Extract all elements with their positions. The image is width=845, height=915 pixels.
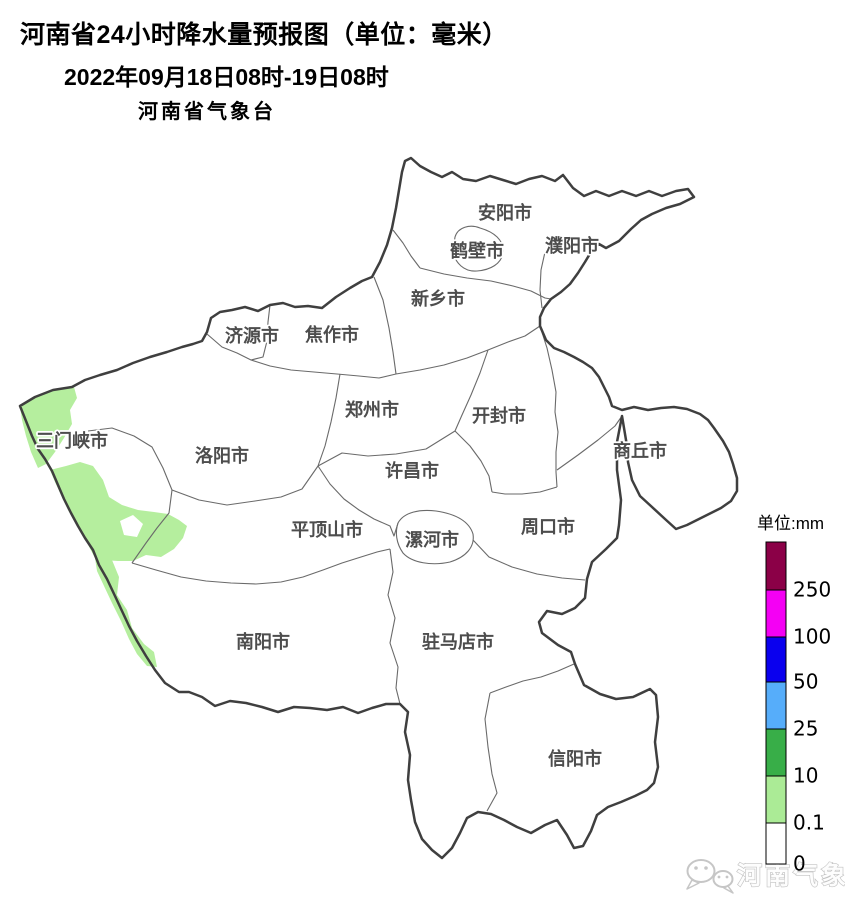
legend-threshold-label: 25 (793, 717, 818, 741)
city-border (395, 509, 474, 565)
city-label-新乡市: 新乡市 (411, 288, 465, 309)
watermark: 河南气象 (686, 859, 845, 894)
legend-swatch-100 (765, 589, 787, 638)
city-label-郑州市: 郑州市 (345, 399, 399, 420)
city-label-漯河市: 漯河市 (405, 529, 459, 550)
watermark-text: 河南气象 (737, 861, 845, 890)
city-label-安阳市: 安阳市 (478, 202, 532, 223)
city-border (472, 539, 586, 581)
city-border (373, 276, 397, 375)
legend-swatch-0.1 (765, 775, 787, 824)
legend-swatch-10 (765, 728, 787, 777)
forecast-period: 2022年09月18日08时-19日08时 (64, 64, 389, 90)
city-border (395, 325, 541, 375)
city-border (392, 229, 421, 269)
legend-swatch-25 (765, 681, 787, 730)
city-border (539, 251, 546, 309)
city-border (250, 359, 397, 379)
wechat-icon (686, 859, 734, 894)
legend-threshold-label: 50 (793, 670, 818, 694)
legend-threshold-label: 100 (793, 625, 831, 649)
city-border (87, 427, 173, 564)
page-title: 河南省24小时降水量预报图（单位：毫米） (20, 21, 508, 49)
city-border (539, 325, 559, 488)
city-border (489, 663, 575, 694)
city-border (556, 415, 623, 471)
city-label-周口市: 周口市 (521, 516, 575, 537)
city-label-焦作市: 焦作市 (304, 324, 359, 345)
city-label-南阳市: 南阳市 (236, 631, 290, 652)
legend-swatch-50 (765, 636, 787, 683)
city-border (317, 373, 341, 467)
city-border (317, 430, 456, 467)
city-border (454, 349, 489, 432)
city-label-洛阳市: 洛阳市 (195, 445, 249, 466)
city-label-信阳市: 信阳市 (548, 748, 602, 769)
city-border (206, 304, 271, 361)
city-label-平顶山市: 平顶山市 (291, 519, 363, 540)
city-border (317, 465, 399, 537)
city-label-濮阳市: 濮阳市 (545, 235, 599, 256)
city-border (491, 486, 558, 495)
city-border (452, 225, 504, 272)
city-label-鹤壁市: 鹤壁市 (450, 240, 504, 261)
city-label-许昌市: 许昌市 (385, 460, 439, 481)
legend-threshold-label: 10 (793, 764, 818, 788)
legend-threshold-label: 250 (793, 578, 831, 602)
legend-threshold-label: 0.1 (793, 811, 825, 835)
legend-unit-label: 单位:mm (757, 514, 824, 533)
legend-threshold-label: 0 (793, 852, 806, 876)
city-label-商丘市: 商丘市 (613, 440, 667, 461)
rain-zone-hole (120, 515, 143, 537)
city-label-三门峡市: 三门峡市 (36, 430, 108, 451)
agency-name: 河南省气象台 (138, 101, 276, 123)
rain-zone (20, 387, 77, 468)
legend-swatch-0 (765, 822, 787, 865)
city-label-开封市: 开封市 (472, 405, 526, 426)
city-border (454, 430, 493, 493)
legend-swatch-250 (765, 541, 787, 591)
city-border (484, 692, 498, 812)
city-border (171, 465, 319, 506)
city-border (387, 548, 401, 705)
city-label-驻马店市: 驻马店市 (422, 631, 494, 652)
province-border (18, 156, 739, 860)
city-label-济源市: 济源市 (225, 325, 279, 346)
city-border (131, 548, 391, 585)
city-border (419, 267, 552, 300)
